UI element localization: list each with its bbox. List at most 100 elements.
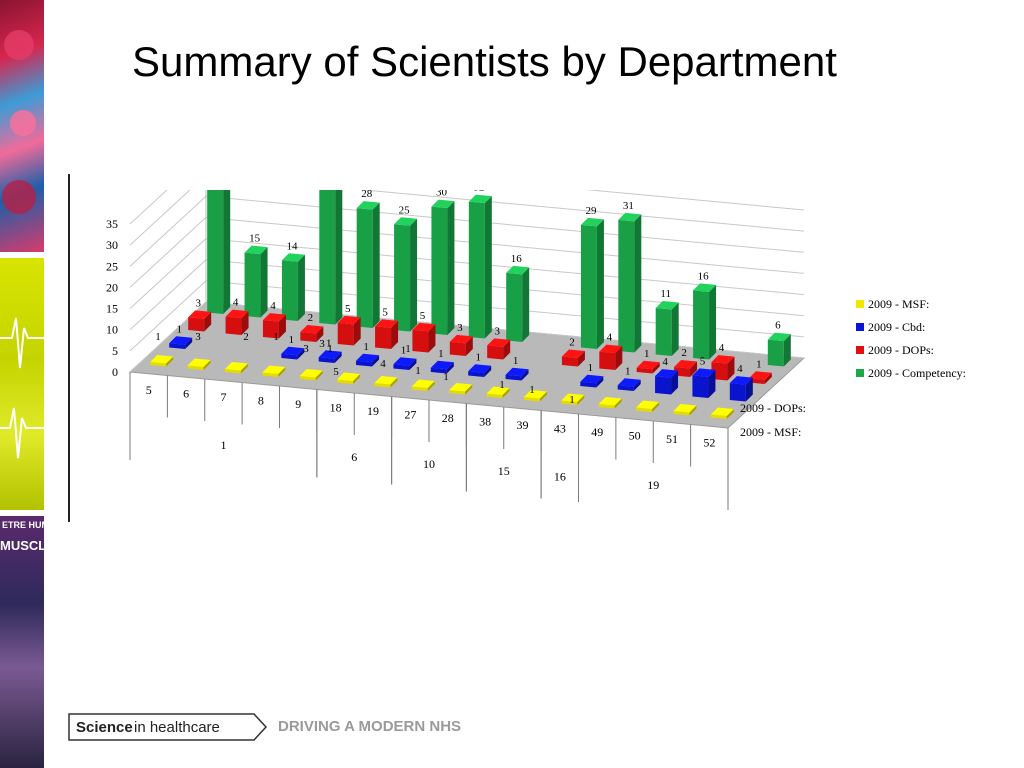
- bar: [299, 369, 323, 381]
- x-category-label: 52: [703, 435, 715, 449]
- gridline-depth: [129, 190, 191, 246]
- bar-side: [446, 362, 454, 374]
- bar-side: [372, 202, 380, 328]
- bar: [710, 407, 734, 419]
- y-tick-label: 35: [106, 217, 118, 231]
- bar: [711, 355, 735, 381]
- bar-side: [522, 267, 530, 342]
- bar: [244, 245, 268, 318]
- bar: [188, 310, 212, 332]
- data-label: 16: [698, 270, 710, 282]
- bar-side: [521, 369, 529, 381]
- data-label: 3: [457, 322, 463, 334]
- bar-side: [204, 311, 212, 332]
- bar-side: [241, 311, 249, 335]
- data-label: 2: [681, 347, 687, 359]
- annotation-label: 3: [195, 331, 201, 343]
- bar-front: [655, 376, 672, 395]
- bar-front: [300, 332, 317, 342]
- gridline-depth: [129, 195, 207, 267]
- heartbeat-line-icon: [0, 317, 44, 459]
- bar-front: [169, 343, 186, 349]
- depth-axis-label: 2009 - MSF:: [740, 425, 801, 439]
- bar-top: [430, 360, 454, 370]
- bar-top: [693, 283, 717, 292]
- bar-side: [260, 247, 268, 318]
- bar-front: [393, 364, 410, 370]
- x-group-label: 10: [423, 457, 435, 471]
- x-category-label: 49: [591, 425, 603, 439]
- bar-top: [224, 362, 248, 371]
- bar-front: [319, 190, 336, 325]
- gridline-depth: [129, 238, 207, 309]
- x-category-label: 5: [146, 383, 152, 397]
- vertical-divider: [68, 174, 70, 522]
- bar: [468, 364, 492, 377]
- bar-top: [281, 346, 305, 356]
- bar-top: [618, 212, 642, 222]
- data-label: 32: [473, 190, 484, 194]
- bar-top: [337, 372, 361, 381]
- bar-front: [262, 320, 279, 339]
- bar: [449, 334, 473, 356]
- y-tick-label: 25: [106, 259, 118, 273]
- bar-front: [468, 201, 485, 339]
- data-label: 1: [176, 323, 182, 335]
- bar-front: [356, 360, 373, 367]
- annotation-label: 1: [327, 343, 333, 355]
- data-label: 29: [585, 205, 597, 217]
- bar-side: [372, 355, 380, 367]
- data-label: 2: [569, 337, 575, 349]
- x-category-label: 43: [554, 421, 566, 435]
- logo-text-light: in healthcare: [134, 719, 220, 736]
- legend-entry: 2009 - MSF:: [868, 297, 929, 311]
- bar: [394, 217, 418, 332]
- bar-side: [764, 372, 772, 384]
- bar-front: [599, 351, 616, 370]
- bar-side: [185, 337, 193, 349]
- bar-side: [484, 365, 492, 377]
- bar: [655, 369, 679, 395]
- annotation-label: 1: [415, 365, 421, 377]
- x-category-label: 50: [629, 428, 641, 442]
- bar-side: [671, 370, 679, 395]
- gridline-depth: [129, 280, 207, 352]
- strip-text-small: ETRE HUM: [2, 520, 44, 530]
- bar: [693, 283, 717, 360]
- bar-side: [615, 346, 623, 370]
- bar: [431, 199, 455, 335]
- bar: [599, 344, 623, 370]
- annotation-label: 3: [303, 343, 309, 355]
- legend-swatch: [856, 346, 864, 354]
- bar: [598, 397, 622, 409]
- bar-side: [278, 314, 286, 339]
- bar-top: [636, 400, 660, 409]
- bar-top: [506, 265, 530, 275]
- bar-top: [262, 313, 286, 322]
- data-label: 31: [623, 200, 634, 212]
- x-group-label: 15: [498, 464, 510, 478]
- bar-top: [150, 355, 174, 364]
- bar-front: [375, 326, 392, 349]
- bar: [580, 374, 604, 388]
- bar-front: [244, 252, 261, 318]
- bar: [356, 201, 380, 328]
- x-category-label: 19: [367, 404, 379, 418]
- decorative-image-strip-bottom: ETRE HUM MUSCL: [0, 516, 44, 768]
- data-label: 2: [308, 312, 314, 324]
- bar: [561, 349, 585, 367]
- bar-top: [188, 310, 212, 319]
- gridline-depth: [129, 190, 168, 225]
- data-label: 30: [436, 190, 448, 199]
- x-group-label: 6: [351, 450, 357, 464]
- bar: [374, 376, 398, 388]
- bar-top: [299, 369, 323, 378]
- bar: [449, 383, 473, 395]
- bar-side: [353, 317, 361, 346]
- bar: [692, 368, 716, 398]
- bar-side: [465, 336, 473, 356]
- annotation-label: 1: [155, 331, 161, 343]
- annotation-label: 1: [499, 379, 505, 391]
- bar-side: [634, 214, 642, 353]
- x-category-label: 51: [666, 432, 678, 446]
